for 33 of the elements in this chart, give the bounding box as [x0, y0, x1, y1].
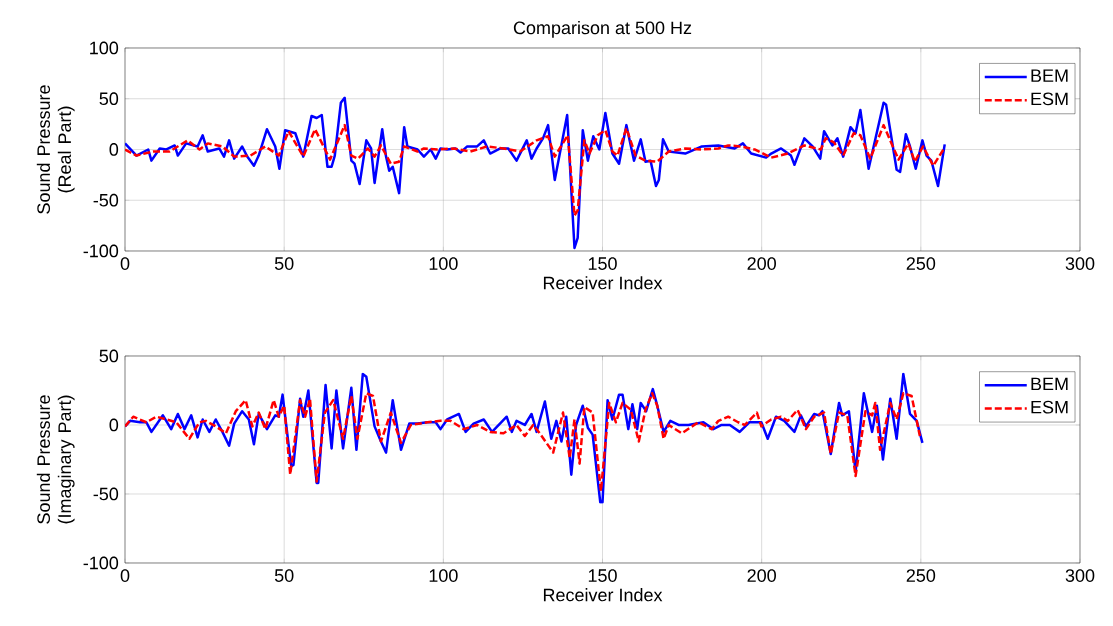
chart-title: Comparison at 500 Hz: [513, 21, 692, 38]
x-tick-label: 250: [906, 569, 936, 582]
y-tick-label: -100: [83, 556, 119, 570]
x-tick-label: 0: [120, 569, 130, 582]
x-tick-label: 0: [120, 257, 130, 270]
x-tick-label: 200: [747, 257, 776, 270]
x-tick-label: 50: [274, 257, 294, 270]
x-tick-label: 250: [906, 257, 936, 270]
y-tick-label: -50: [93, 487, 119, 501]
x-tick-label: 200: [747, 569, 776, 582]
x-tick-label: 300: [1065, 257, 1095, 270]
x-axis-title: Receiver Index: [543, 588, 663, 602]
x-tick-label: 150: [588, 569, 617, 582]
line-series: [125, 123, 946, 217]
legend-label: ESM: [1031, 92, 1068, 106]
y-tick-label: 0: [109, 143, 119, 156]
legend-label: ESM: [1031, 400, 1068, 414]
x-tick-label: 300: [1065, 569, 1095, 582]
y-axis-title: Sound Pressure (Imaginary Part): [36, 395, 75, 524]
x-tick-label: 150: [588, 257, 617, 270]
x-tick-label: 50: [274, 569, 294, 582]
y-axis-title: Sound Pressure (Real Part): [36, 85, 75, 214]
legend-label: BEM: [1031, 69, 1068, 82]
y-tick-label: 50: [99, 92, 119, 106]
y-tick-label: -50: [93, 193, 119, 207]
y-tick-label: 50: [99, 349, 119, 363]
y-tick-label: 0: [109, 418, 119, 432]
x-axis-title: Receiver Index: [543, 276, 663, 290]
y-tick-label: -100: [83, 244, 119, 258]
x-tick-label: 100: [429, 257, 458, 270]
legend-label: BEM: [1031, 377, 1068, 391]
x-tick-label: 100: [429, 569, 458, 582]
y-tick-label: 100: [90, 41, 119, 55]
